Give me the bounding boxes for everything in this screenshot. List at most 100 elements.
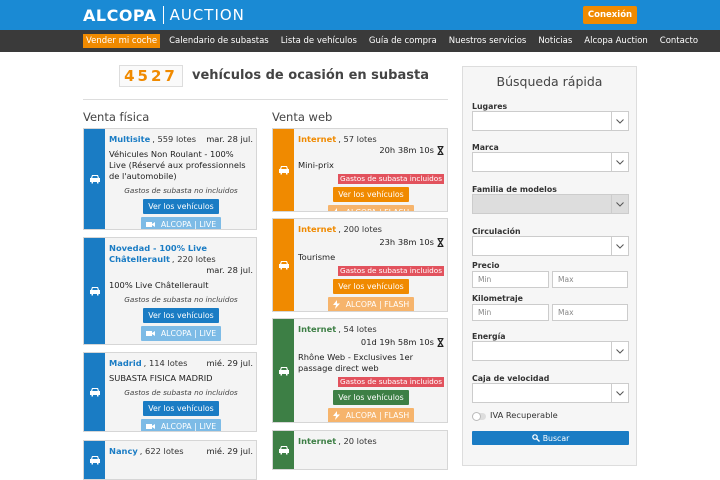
chevron-icon (616, 348, 624, 354)
logo-product: AUCTION (169, 6, 245, 24)
field-label: Kilometraje (472, 294, 523, 303)
flash-icon (334, 208, 337, 211)
live-button[interactable]: ALCOPA | LIVE (140, 419, 222, 431)
field-label: Energía (472, 332, 506, 341)
car-icon (89, 456, 100, 465)
nav-item[interactable]: Guía de compra (368, 36, 437, 46)
hourglass-icon (437, 338, 444, 347)
button-row: Ver los vehículos (298, 390, 444, 405)
select-toggle (611, 342, 628, 360)
car-shape (278, 166, 289, 175)
flash-shape (334, 208, 337, 211)
chevron-shape (616, 159, 624, 165)
view-vehicles-button[interactable]: Ver los vehículos (333, 390, 409, 405)
card-description: 100% Live Châtellerault (109, 280, 209, 290)
nav-item[interactable]: Noticias (538, 36, 573, 46)
card-place: Madrid (109, 358, 142, 368)
live-button[interactable]: ALCOPA | LIVE (140, 217, 222, 229)
nav-item[interactable]: Nuestros servicios (448, 36, 527, 46)
card-description: Mini-prix (298, 160, 334, 170)
auction-card: Internet, 57 lotes 20h 38m 10s Mini-prix Ga… (272, 128, 448, 212)
search-lens (531, 434, 538, 440)
select-input[interactable] (472, 383, 629, 403)
logo[interactable]: ALCOPA AUCTION (83, 5, 245, 25)
hourglass-shape (437, 146, 444, 155)
fees-note: Gastos de subasta no incluidos (124, 388, 238, 397)
car-shape (89, 456, 100, 465)
card-lots: , 559 lotes (152, 134, 197, 144)
card-place: Internet (298, 134, 337, 144)
vat-toggle[interactable] (472, 412, 486, 421)
auction-card: Multisite, 559 lotes mar. 28 jul. Véhicule… (83, 128, 257, 230)
select-input[interactable] (472, 236, 629, 256)
card-strip (273, 319, 294, 422)
nav-item[interactable]: Alcopa Auction (584, 36, 648, 46)
view-vehicles-button[interactable]: Ver los vehículos (143, 308, 219, 323)
nav-item[interactable]: Vender mi coche (83, 34, 161, 48)
nav-item[interactable]: Lista de vehículos (280, 36, 357, 46)
auction-card: Internet, 54 lotes 01d 19h 58m 10s Rhône W… (272, 318, 448, 423)
nav-bar (0, 30, 720, 52)
view-vehicles-button[interactable]: Ver los vehículos (333, 187, 409, 202)
car-shape (89, 287, 100, 296)
divider (83, 99, 448, 100)
max-input[interactable]: Max (552, 271, 628, 288)
card-header: Internet, 54 lotes 01d 19h 58m 10s (298, 324, 444, 348)
nav-item[interactable]: Contacto (659, 36, 699, 46)
select-input[interactable] (472, 152, 629, 172)
camera-shape (145, 424, 155, 429)
chevron-shape (616, 201, 624, 207)
card-timer: 01d 19h 58m 10s (298, 337, 444, 348)
card-description: Véhicules Non Roulant - 100% Live (Réser… (109, 149, 246, 181)
card-date: mar. 28 jul. (206, 265, 253, 275)
live-label: ALCOPA | LIVE (160, 220, 217, 229)
select-input[interactable] (472, 194, 629, 214)
fees-row: Gastos de subasta incluidos (298, 173, 444, 184)
chevron-icon (616, 118, 624, 124)
card-date: mar. 28 jul. (206, 134, 253, 144)
fees-row: Gastos de subasta incluidos (298, 376, 444, 387)
search-icon (531, 434, 540, 442)
flash-button[interactable]: ALCOPA | FLASH (327, 408, 415, 422)
min-input[interactable]: Min (472, 271, 549, 288)
view-vehicles-button[interactable]: Ver los vehículos (333, 279, 409, 294)
login-button[interactable]: Conexión (583, 6, 637, 24)
select-toggle (611, 153, 628, 171)
card-lots: , 200 lotes (338, 224, 382, 234)
card-content: Internet, 57 lotes 20h 38m 10s Mini-prix Ga… (298, 134, 444, 211)
nav-item[interactable]: Calendario de subastas (169, 36, 269, 46)
hourglass-icon (437, 146, 444, 155)
card-strip (84, 129, 105, 229)
vat-label: IVA Recuperable (490, 410, 558, 420)
field-label: Circulación (472, 227, 521, 236)
card-tag: Novedad - 100% Live (109, 243, 208, 253)
fees-note: Gastos de subasta no incluidos (124, 295, 238, 304)
search-button[interactable]: Buscar (472, 431, 629, 445)
card-place: Châtellerault (109, 254, 170, 264)
chevron-icon (616, 390, 624, 396)
flash-button[interactable]: ALCOPA | FLASH (327, 205, 415, 211)
chevron-shape (616, 348, 624, 354)
camera-icon (145, 331, 155, 336)
select-input[interactable] (472, 111, 629, 131)
max-input[interactable]: Max (552, 304, 628, 321)
extra-row: ALCOPA | LIVE (109, 419, 253, 431)
logo-brand: ALCOPA (83, 5, 157, 25)
chevron-shape (616, 118, 624, 124)
view-vehicles-button[interactable]: Ver los vehículos (143, 199, 219, 214)
card-lots: , 20 lotes (338, 436, 377, 446)
select-input[interactable] (472, 341, 629, 361)
fees-badge: Gastos de subasta incluidos (337, 266, 444, 276)
card-content: Internet, 200 lotes 23h 38m 10s Tourisme Ga… (298, 224, 444, 311)
flash-icon (332, 411, 340, 420)
view-vehicles-button[interactable]: Ver los vehículos (143, 401, 219, 416)
timer-text: 23h 38m 10s (379, 237, 434, 247)
flash-button[interactable]: ALCOPA | FLASH (327, 297, 415, 311)
fees-note: Gastos de subasta no incluidos (124, 186, 238, 195)
min-input[interactable]: Min (472, 304, 549, 321)
card-description: Tourisme (298, 252, 336, 262)
live-button[interactable]: ALCOPA | LIVE (140, 326, 222, 341)
card-content: Madrid, 114 lotes mié. 29 jul. SUBASTA FIS… (109, 358, 253, 431)
physical-title: Venta física (83, 110, 150, 124)
flash-label: ALCOPA | FLASH (345, 300, 410, 309)
